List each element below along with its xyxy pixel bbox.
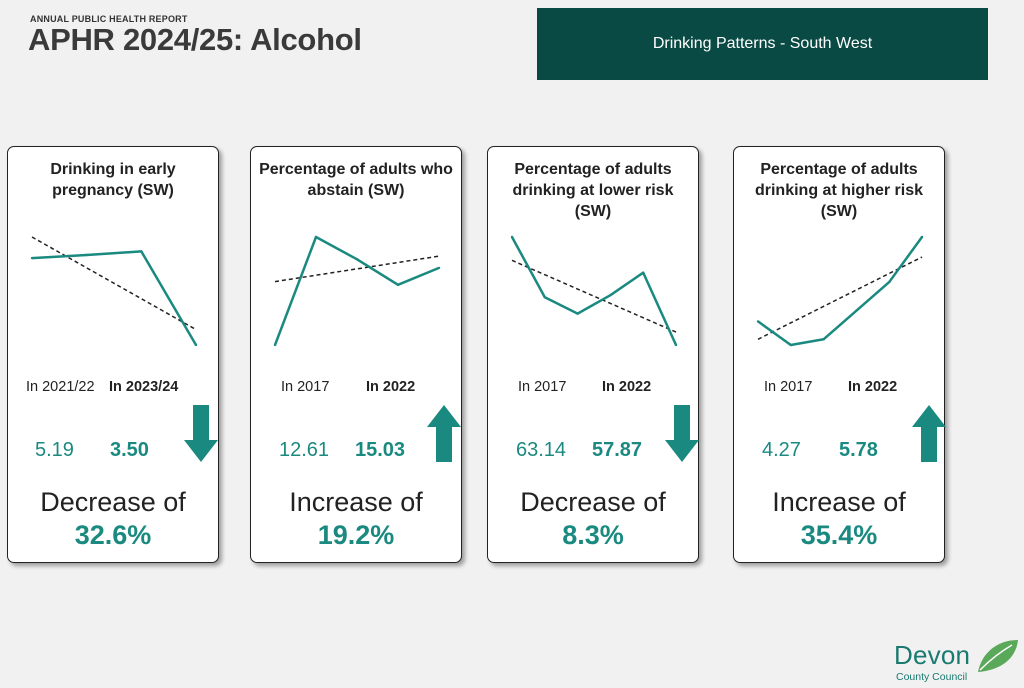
- data-point: [674, 343, 678, 347]
- indicator-card-abstain: Percentage of adults who abstain (SW) In…: [250, 146, 462, 563]
- data-point: [756, 320, 760, 323]
- period-end-label: In 2022: [366, 379, 416, 395]
- card-title: Percentage of adults who abstain (SW): [259, 161, 453, 199]
- devon-logo: Devon County Council: [894, 640, 1020, 686]
- data-point: [140, 250, 143, 253]
- period-start-label: In 2017: [281, 379, 330, 395]
- value-end: 57.87: [592, 439, 643, 461]
- sparkline-chart: [510, 235, 678, 347]
- sparkline-chart: [756, 235, 924, 347]
- data-point: [30, 256, 34, 260]
- data-point: [437, 266, 441, 270]
- data-point: [85, 253, 88, 257]
- data-point: [355, 258, 359, 261]
- page-title: APHR 2024/25: Alcohol: [28, 22, 362, 57]
- topic-banner-label: Drinking Patterns - South West: [652, 35, 873, 52]
- value-start: 63.14: [516, 439, 567, 461]
- trend-down-arrow-icon: [184, 405, 218, 462]
- data-point: [194, 343, 198, 347]
- card-title: Percentage of adults drinking at lower r…: [512, 161, 674, 220]
- value-end: 5.78: [839, 439, 878, 461]
- sparkline-chart: [30, 236, 198, 347]
- period-start-label: In 2021/22: [26, 379, 95, 395]
- sparkline-chart: [273, 235, 441, 347]
- card-title: Percentage of adults drinking at higher …: [754, 161, 924, 220]
- data-point: [396, 283, 400, 286]
- data-point: [789, 343, 792, 347]
- data-point: [855, 309, 858, 312]
- trend-line: [511, 259, 677, 333]
- trend-down-arrow-icon: [665, 405, 699, 462]
- series-line: [31, 250, 198, 346]
- change-value: 19.2%: [317, 520, 395, 550]
- period-end-label: In 2022: [602, 379, 652, 395]
- data-point: [543, 296, 546, 299]
- change-value: 35.4%: [800, 520, 878, 550]
- data-point: [576, 312, 579, 315]
- card-title: Drinking in early pregnancy (SW): [50, 161, 176, 199]
- report-kicker: ANNUAL PUBLIC HEALTH REPORT: [30, 14, 188, 24]
- change-label: Increase of: [772, 487, 906, 517]
- change-value: 8.3%: [562, 520, 624, 550]
- value-start: 4.27: [762, 439, 801, 461]
- data-point: [888, 280, 891, 284]
- indicator-card-lower-risk: Percentage of adults drinking at lower r…: [487, 146, 699, 563]
- trend-up-arrow-icon: [912, 405, 946, 462]
- value-end: 15.03: [355, 439, 406, 461]
- period-start-label: In 2017: [518, 379, 567, 395]
- trend-line: [757, 256, 923, 340]
- data-point: [920, 235, 924, 239]
- period-end-label: In 2022: [848, 379, 898, 395]
- data-point: [609, 294, 612, 297]
- change-label: Decrease of: [520, 487, 666, 517]
- change-value: 32.6%: [74, 520, 152, 550]
- data-point: [822, 338, 825, 341]
- logo-wordmark: Devon: [894, 640, 971, 670]
- leaf-icon: [978, 640, 1018, 672]
- data-point: [510, 235, 514, 239]
- value-end: 3.50: [110, 439, 149, 461]
- indicator-card-higher-risk: Percentage of adults drinking at higher …: [733, 146, 946, 563]
- indicator-card-early-pregnancy: Drinking in early pregnancy (SW) In 2021…: [7, 146, 219, 563]
- series-line: [757, 236, 924, 347]
- value-start: 5.19: [35, 439, 74, 461]
- series-line: [510, 236, 678, 346]
- topic-banner: Drinking Patterns - South West: [537, 8, 988, 80]
- data-point: [642, 271, 645, 274]
- value-start: 12.61: [279, 439, 330, 461]
- change-label: Increase of: [289, 487, 423, 517]
- period-start-label: In 2017: [764, 379, 813, 395]
- data-point: [314, 235, 318, 239]
- trend-line: [31, 236, 197, 331]
- trend-up-arrow-icon: [427, 405, 461, 462]
- logo-subtitle: County Council: [896, 671, 968, 683]
- data-point: [273, 343, 277, 347]
- change-label: Decrease of: [40, 487, 186, 517]
- series-line: [273, 235, 440, 346]
- period-end-label: In 2023/24: [109, 379, 179, 395]
